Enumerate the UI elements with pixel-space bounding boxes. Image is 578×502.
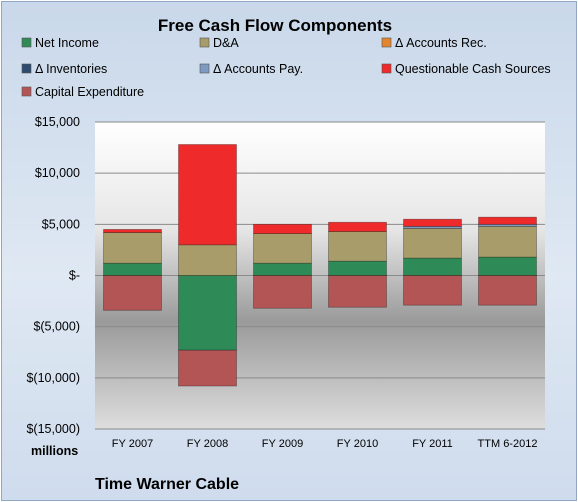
x-tick-label: FY 2007: [112, 438, 153, 450]
legend-label: Net Income: [35, 36, 99, 50]
bar-segment: [253, 223, 312, 234]
legend-swatch: [21, 63, 32, 74]
gridlines: [95, 121, 545, 430]
bar-segment: [178, 275, 237, 351]
y-tick-label: $-: [69, 269, 80, 283]
y-tick-label: $(5,000): [33, 320, 80, 334]
y-axis: $15,000 $10,000 $5,000 $- $(5,000) $(10,000) $…: [26, 115, 80, 436]
bar-segment: [103, 232, 162, 264]
legend: Net Income D&A Δ Accounts Rec. Δ Inventorie…: [21, 36, 551, 99]
legend-swatch: [21, 37, 32, 48]
bar-segment: [478, 275, 537, 306]
x-tick-label: FY 2010: [337, 438, 378, 450]
unit-label: millions: [31, 444, 78, 458]
bar-segment: [103, 262, 162, 276]
legend-label: Questionable Cash Sources: [395, 62, 551, 76]
chart-title: Free Cash Flow Components: [158, 16, 392, 35]
x-tick-label: FY 2009: [262, 438, 303, 450]
x-axis: FY 2007 FY 2008 FY 2009 FY 2010 FY 2011 TTM 6…: [112, 438, 538, 450]
legend-label: Δ Accounts Pay.: [213, 62, 303, 76]
bar-segment: [328, 275, 387, 308]
legend-label: Δ Accounts Rec.: [395, 36, 487, 50]
legend-swatch: [199, 37, 210, 48]
bar-segment: [103, 229, 162, 233]
bar-segment: [328, 231, 387, 262]
bar-segment: [178, 349, 237, 387]
x-tick-label: FY 2008: [187, 438, 228, 450]
y-tick-label: $5,000: [42, 217, 80, 231]
legend-label: D&A: [213, 36, 239, 50]
legend-swatch: [199, 63, 210, 74]
legend-label: Δ Inventories: [35, 62, 107, 76]
bar-segment: [253, 233, 312, 264]
bar-segment: [253, 275, 312, 309]
bar-segment: [478, 225, 537, 258]
bar-segment: [403, 275, 462, 306]
bars: [103, 144, 537, 387]
legend-label: Capital Expenditure: [35, 85, 144, 99]
y-tick-label: $(10,000): [26, 371, 80, 385]
bar-segment: [403, 218, 462, 227]
legend-swatch: [21, 86, 32, 97]
x-tick-label: FY 2011: [412, 438, 453, 450]
bar-segment: [328, 221, 387, 232]
bar-segment: [478, 256, 537, 276]
y-tick-label: $10,000: [35, 166, 80, 180]
bar-segment: [178, 244, 237, 276]
bar-segment: [403, 257, 462, 276]
bar-segment: [253, 262, 312, 276]
bar-segment: [178, 144, 237, 246]
bar-segment: [403, 225, 462, 229]
bar-segment: [103, 275, 162, 311]
y-tick-label: $(15,000): [26, 422, 80, 436]
bar-segment: [403, 228, 462, 259]
bar-segment: [478, 216, 537, 225]
bar-segment: [328, 260, 387, 276]
legend-swatch: [381, 37, 392, 48]
legend-swatch: [381, 63, 392, 74]
company-label: Time Warner Cable: [95, 476, 239, 493]
x-tick-label: TTM 6-2012: [478, 438, 538, 450]
y-tick-label: $15,000: [35, 115, 80, 129]
